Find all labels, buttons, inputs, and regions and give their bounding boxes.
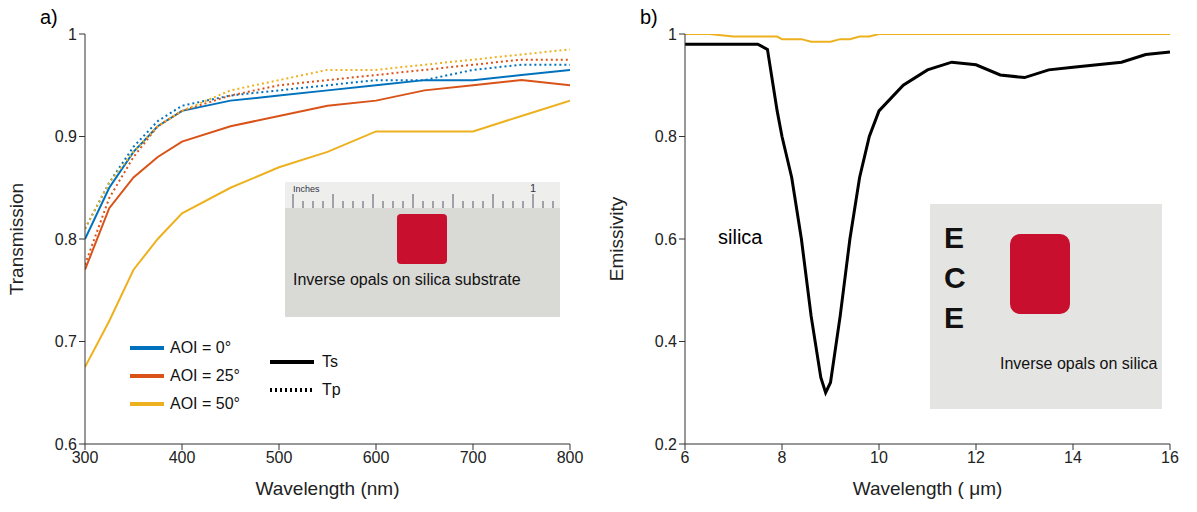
svg-text:Inches: Inches: [293, 184, 320, 194]
html-text:AOI = 0°: AOI = 0°: [170, 339, 232, 356]
svg-text:Emissivity: Emissivity: [606, 196, 627, 281]
html-text:Tp: Tp: [322, 381, 341, 398]
html-text:Inverse opals on silica: Inverse opals on silica: [1000, 355, 1158, 372]
svg-text:1: 1: [668, 26, 677, 43]
svg-text:Wavelength ( μm): Wavelength ( μm): [853, 478, 1003, 499]
svg-text:12: 12: [967, 449, 985, 466]
svg-text:600: 600: [363, 449, 390, 466]
svg-text:0.7: 0.7: [55, 333, 77, 350]
svg-text:Transmission: Transmission: [6, 183, 27, 295]
svg-text:16: 16: [1161, 449, 1179, 466]
svg-text:14: 14: [1064, 449, 1082, 466]
html-text:AOI = 25°: AOI = 25°: [170, 367, 240, 384]
svg-text:0.8: 0.8: [55, 231, 77, 248]
svg-text:1: 1: [530, 182, 536, 194]
svg-text:6: 6: [681, 449, 690, 466]
svg-text:8: 8: [778, 449, 787, 466]
svg-text:0.6: 0.6: [55, 436, 77, 453]
svg-text:0.6: 0.6: [655, 231, 677, 248]
svg-text:0.8: 0.8: [655, 128, 677, 145]
html-text:C: C: [944, 261, 966, 294]
html-text:a): a): [40, 6, 58, 28]
svg-text:Wavelength (nm): Wavelength (nm): [256, 478, 400, 499]
html-text:E: E: [944, 221, 964, 254]
svg-text:1: 1: [68, 26, 77, 43]
svg-text:300: 300: [71, 449, 99, 467]
html-text:E: E: [944, 301, 964, 334]
svg-text:0.9: 0.9: [55, 128, 77, 145]
html-text:AOI = 50°: AOI = 50°: [170, 395, 240, 412]
svg-text:800: 800: [557, 449, 584, 466]
svg-text:0.4: 0.4: [655, 333, 677, 350]
svg-text:700: 700: [460, 449, 487, 466]
svg-text:400: 400: [169, 449, 196, 466]
svg-text:500: 500: [266, 449, 293, 466]
svg-text:0.2: 0.2: [655, 436, 677, 453]
html-text:b): b): [640, 6, 658, 28]
svg-text:10: 10: [870, 449, 888, 466]
html-text:Inverse opals on silica substr: Inverse opals on silica substrate: [293, 271, 521, 288]
html-text:Ts: Ts: [322, 353, 338, 370]
html-text:silica: silica: [718, 226, 763, 248]
